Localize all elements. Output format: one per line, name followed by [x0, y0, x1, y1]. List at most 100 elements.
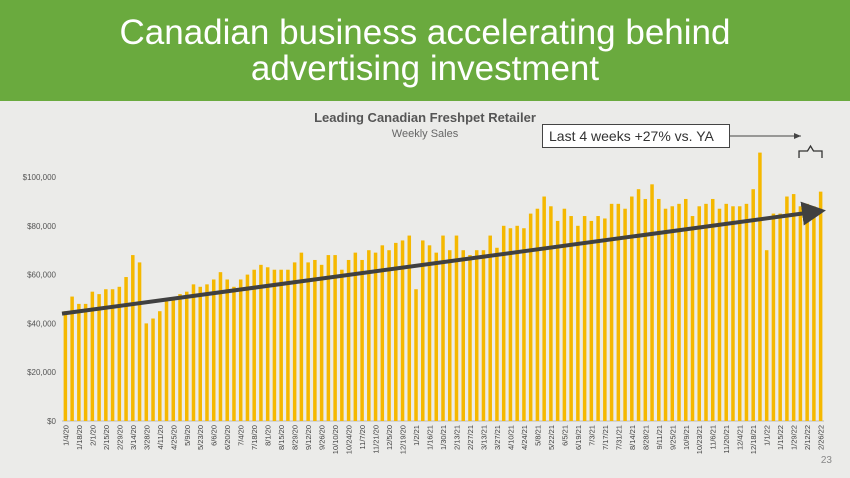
bar — [798, 206, 803, 421]
x-tick-label: 5/23/20 — [196, 425, 205, 450]
bar — [616, 203, 621, 421]
bar — [623, 208, 627, 421]
bar — [407, 235, 412, 421]
bar — [326, 255, 331, 421]
bar — [818, 191, 823, 421]
bar — [313, 259, 317, 421]
x-tick-label: 8/1/20 — [264, 425, 273, 446]
bar — [677, 203, 681, 421]
bar — [272, 269, 277, 421]
x-tick-label: 3/27/21 — [493, 425, 502, 450]
bar — [731, 206, 735, 421]
bar — [643, 198, 648, 421]
x-tick-label: 4/25/20 — [169, 425, 178, 450]
x-tick-label: 1/2/21 — [412, 425, 421, 446]
x-tick-label: 2/29/20 — [115, 425, 124, 450]
bar — [697, 206, 701, 421]
bar — [306, 262, 310, 421]
bar — [805, 203, 809, 421]
bar — [684, 198, 688, 421]
bar — [299, 252, 304, 421]
bar — [461, 250, 465, 421]
bar — [582, 216, 587, 421]
bar — [630, 196, 634, 421]
bar — [596, 216, 600, 421]
x-tick-label: 1/29/22 — [790, 425, 799, 450]
x-tick-label: 8/14/21 — [628, 425, 637, 450]
bar — [542, 196, 546, 421]
x-tick-label: 4/11/20 — [156, 425, 165, 449]
bar — [211, 279, 216, 421]
bar — [225, 279, 229, 421]
bar — [340, 269, 344, 421]
bar — [333, 255, 337, 421]
bar — [63, 311, 68, 421]
x-tick-label: 4/24/21 — [520, 425, 529, 450]
x-tick-label: 1/4/20 — [61, 425, 70, 446]
bar — [717, 208, 722, 421]
x-tick-label: 7/18/20 — [250, 425, 259, 450]
x-tick-label: 2/1/20 — [88, 425, 97, 446]
x-tick-label: 2/13/21 — [452, 425, 461, 450]
bar — [576, 225, 580, 421]
bar — [785, 196, 789, 421]
x-tick-label: 12/5/20 — [385, 425, 394, 450]
bar — [70, 296, 74, 421]
bar — [744, 203, 749, 421]
last-4-weeks-bracket — [798, 144, 823, 158]
y-tick-label: $40,000 — [27, 319, 56, 328]
x-tick-label: 1/15/22 — [776, 425, 785, 450]
bar — [286, 269, 290, 421]
bar — [501, 225, 506, 421]
bar — [171, 299, 176, 421]
bar — [346, 259, 351, 421]
x-tick-label: 6/19/21 — [574, 425, 583, 450]
x-tick-label: 2/15/20 — [102, 425, 111, 450]
x-tick-label: 6/6/20 — [210, 425, 219, 446]
bar — [562, 208, 567, 421]
bar — [191, 284, 196, 421]
bar — [488, 235, 492, 421]
bar — [158, 311, 162, 421]
x-tick-label: 8/28/21 — [641, 425, 650, 450]
x-tick-label: 7/17/21 — [601, 425, 610, 450]
bar — [481, 250, 486, 421]
bar — [144, 323, 149, 421]
bar — [528, 213, 533, 421]
callout-box: Last 4 weeks +27% vs. YA — [542, 124, 730, 148]
x-tick-label: 2/26/22 — [817, 425, 826, 450]
bar — [178, 294, 182, 421]
y-tick-label: $0 — [47, 417, 56, 426]
bar — [380, 245, 385, 421]
x-tick-label: 9/25/21 — [668, 425, 677, 450]
bar — [360, 259, 364, 421]
x-tick-label: 6/20/20 — [223, 425, 232, 450]
bar — [724, 203, 728, 421]
trend-arrow — [61, 201, 826, 316]
bar — [259, 264, 263, 421]
bar — [737, 206, 742, 421]
bar — [124, 277, 128, 421]
bar — [663, 208, 668, 421]
x-tick-label: 6/5/21 — [560, 425, 569, 446]
bar — [603, 218, 607, 421]
x-tick-label: 9/11/21 — [655, 425, 664, 449]
page-number: 23 — [820, 455, 832, 466]
y-tick-label: $60,000 — [27, 271, 56, 280]
bar — [710, 198, 715, 421]
bar — [198, 286, 202, 421]
x-tick-label: 5/8/21 — [533, 425, 542, 446]
bar — [441, 235, 445, 421]
x-tick-label: 7/31/21 — [614, 425, 623, 450]
x-tick-label: 4/10/21 — [506, 425, 515, 450]
y-tick-label: $100,000 — [23, 173, 57, 182]
bar — [90, 291, 95, 421]
x-tick-label: 10/9/21 — [682, 425, 691, 450]
bar — [232, 286, 236, 421]
y-tick-label: $80,000 — [27, 222, 56, 231]
bar — [117, 286, 122, 421]
bar — [252, 269, 256, 421]
y-tick-label: $20,000 — [27, 368, 56, 377]
bar — [495, 247, 499, 421]
bar — [292, 262, 297, 421]
